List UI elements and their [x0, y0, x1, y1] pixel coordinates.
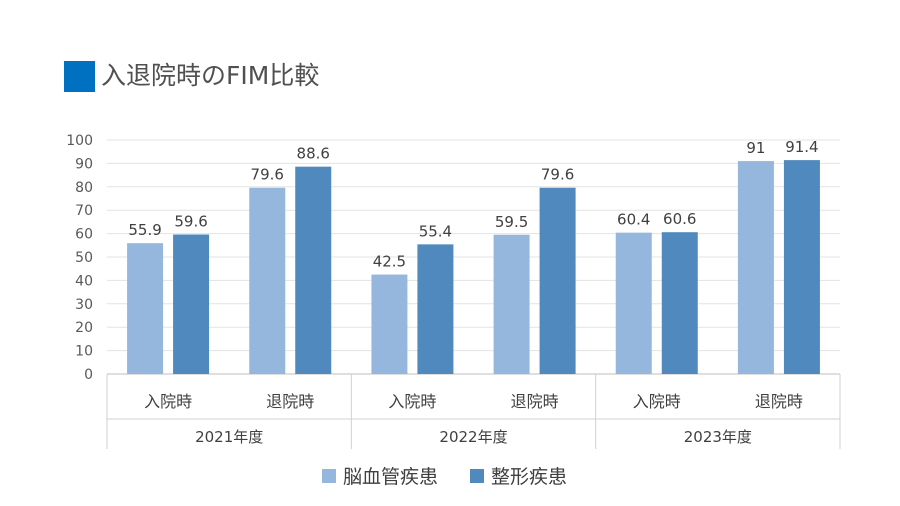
- x-category-label: 退院時: [266, 392, 314, 411]
- legend-swatch: [470, 469, 484, 483]
- data-label: 60.6: [663, 210, 696, 228]
- legend-swatch: [322, 469, 336, 483]
- y-tick-label: 100: [66, 133, 93, 149]
- data-label: 59.5: [495, 213, 528, 231]
- bar: [615, 232, 652, 374]
- bar: [783, 160, 820, 374]
- bar: [127, 243, 164, 374]
- data-label: 59.6: [174, 213, 207, 231]
- x-group-label: 2022年度: [439, 428, 507, 446]
- y-tick-label: 0: [84, 367, 93, 383]
- x-category-label: 退院時: [755, 392, 803, 411]
- y-axis-ticks: 0 10 20 30 40 50 60 70 80 90 100: [66, 133, 93, 383]
- data-label: 91.4: [785, 138, 818, 156]
- data-labels: 55.9 59.6 79.6 88.6 42.5 55.4 59.5 79.6 60.4 60.6…: [128, 138, 818, 270]
- bar: [661, 232, 698, 374]
- chart-title: 入退院時のFIM比較: [101, 61, 320, 90]
- data-label: 79.6: [251, 166, 284, 184]
- x-group-label: 2021年度: [195, 428, 263, 446]
- gridlines: [107, 139, 840, 375]
- bars: [127, 160, 820, 374]
- x-category-label: 入院時: [633, 392, 681, 411]
- data-label: 91: [746, 139, 765, 157]
- y-tick-label: 50: [75, 250, 93, 266]
- y-tick-label: 10: [75, 344, 93, 360]
- legend-label: 脳血管疾患: [343, 466, 438, 488]
- bar: [417, 244, 454, 374]
- data-label: 88.6: [297, 145, 330, 163]
- x-category-label: 入院時: [144, 392, 192, 411]
- title-marker: [64, 61, 95, 92]
- y-tick-label: 80: [75, 180, 93, 196]
- data-label: 42.5: [373, 253, 406, 271]
- data-label: 55.9: [128, 221, 161, 239]
- y-tick-label: 70: [75, 203, 93, 219]
- y-tick-label: 40: [75, 273, 93, 289]
- bar: [249, 187, 286, 374]
- y-tick-label: 20: [75, 320, 93, 336]
- y-tick-label: 60: [75, 227, 93, 243]
- bar: [173, 234, 210, 374]
- x-group-label: 2023年度: [684, 428, 752, 446]
- y-tick-label: 90: [75, 156, 93, 172]
- legend: 脳血管疾患 整形疾患: [322, 466, 567, 488]
- data-label: 60.4: [617, 211, 650, 229]
- data-label: 79.6: [541, 166, 574, 184]
- bar: [493, 234, 530, 374]
- bar: [371, 274, 408, 374]
- bar: [737, 161, 774, 374]
- y-tick-label: 30: [75, 297, 93, 313]
- bar: [539, 187, 576, 374]
- data-label: 55.4: [419, 222, 452, 240]
- bar: [295, 166, 332, 374]
- x-category-label: 退院時: [511, 392, 559, 411]
- x-category-label: 入院時: [388, 392, 436, 411]
- legend-label: 整形疾患: [491, 466, 567, 488]
